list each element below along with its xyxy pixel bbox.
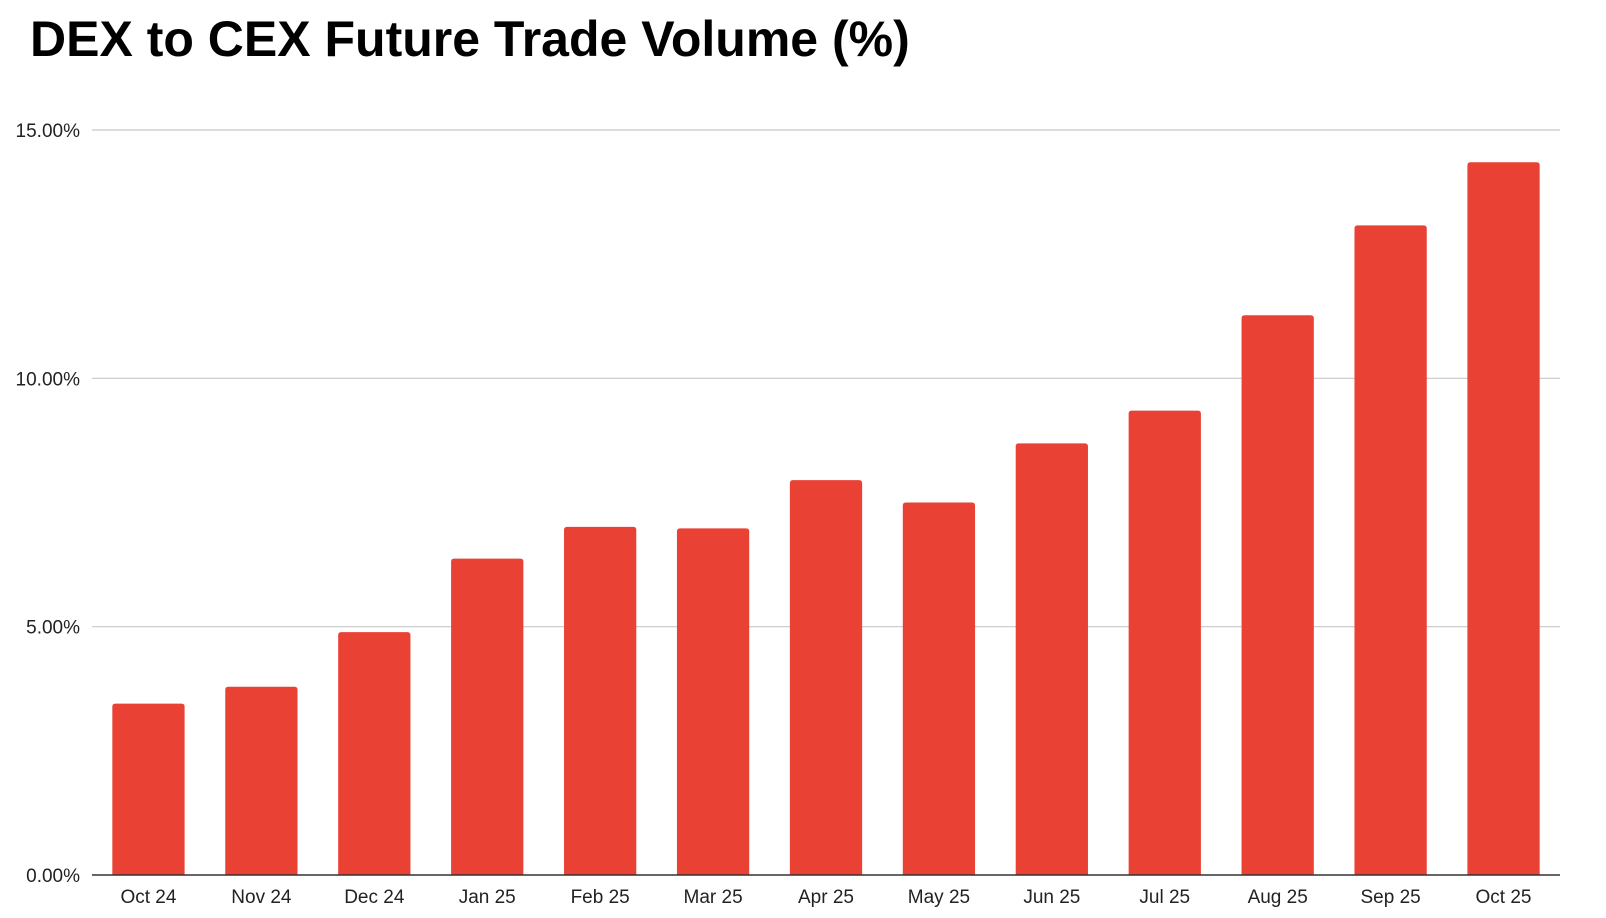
bar (902, 502, 976, 875)
x-tick-label: May 25 (908, 887, 970, 908)
x-tick-label: Nov 24 (231, 887, 292, 908)
bar (225, 686, 298, 875)
bar (1015, 443, 1088, 875)
y-axis-tick-labels: 0.00% 5.00% 10.00% 15.00% (16, 121, 81, 887)
bars (112, 162, 1540, 876)
chart-title: DEX to CEX Future Trade Volume (%) (30, 11, 910, 67)
bar (338, 632, 411, 875)
y-tick-label: 5.00% (26, 618, 80, 639)
x-tick-label: Oct 25 (1476, 887, 1532, 908)
x-tick-label: Jun 25 (1023, 887, 1080, 908)
x-tick-label: Dec 24 (344, 887, 405, 908)
x-tick-label: Sep 25 (1360, 887, 1420, 908)
bar (1467, 162, 1540, 876)
y-tick-label: 0.00% (26, 866, 80, 887)
x-axis-tick-labels: Oct 24 Nov 24 Dec 24 Jan 25 Feb 25 Mar 25 Apr … (120, 887, 1531, 908)
x-tick-label: Jan 25 (459, 887, 516, 908)
bar (1354, 225, 1427, 876)
y-tick-label: 15.00% (16, 121, 81, 142)
bar (112, 703, 185, 875)
y-tick-label: 10.00% (16, 369, 81, 390)
x-tick-label: Apr 25 (798, 887, 854, 908)
x-tick-label: Aug 25 (1248, 887, 1308, 908)
bar (1128, 410, 1201, 875)
bar (564, 526, 637, 875)
x-tick-label: Feb 25 (571, 887, 630, 908)
x-tick-label: Jul 25 (1139, 887, 1190, 908)
x-tick-label: Oct 24 (120, 887, 176, 908)
x-tick-label: Mar 25 (684, 887, 743, 908)
bar (676, 528, 750, 875)
bar (789, 480, 863, 875)
bar (451, 558, 524, 875)
bar (1241, 315, 1314, 875)
